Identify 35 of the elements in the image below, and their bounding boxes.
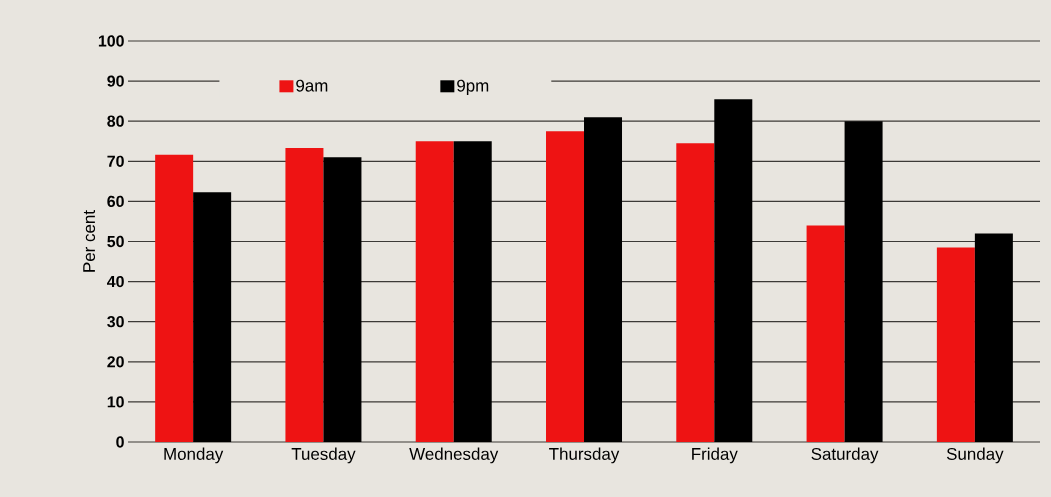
bar: [155, 154, 194, 442]
y-tick-label: 20: [107, 356, 124, 368]
bar: [285, 148, 324, 442]
bar: [323, 157, 362, 442]
bar: [974, 233, 1013, 442]
x-tick-label: Thursday: [549, 447, 620, 464]
bar: [714, 99, 753, 442]
x-tick-label: Monday: [164, 447, 224, 464]
y-tick-label: 40: [107, 275, 124, 288]
bar: [844, 121, 883, 442]
y-tick-label: 90: [107, 75, 124, 87]
legend-label: 9am: [296, 79, 328, 92]
bar: [193, 192, 232, 442]
x-tick-label: Wednesday: [409, 447, 499, 464]
bar: [453, 141, 492, 442]
bar: [584, 117, 623, 442]
y-tick-label: 50: [107, 235, 124, 248]
y-tick-label: 70: [107, 155, 124, 167]
bar: [806, 225, 845, 442]
y-tick-label: 60: [107, 195, 124, 208]
bar: [546, 131, 585, 442]
bar: [936, 247, 975, 442]
y-axis-title: Per cent: [83, 210, 96, 272]
y-tick-label: 80: [107, 115, 124, 127]
y-tick-label: 30: [107, 316, 124, 328]
x-tick-label: Friday: [692, 447, 738, 464]
bar: [415, 141, 454, 442]
bar: [676, 143, 715, 442]
x-tick-label: Sunday: [946, 447, 1004, 464]
y-tick-label: 100: [98, 35, 124, 47]
legend-label: 9pm: [457, 79, 489, 95]
x-tick-label: Tuesday: [291, 447, 356, 464]
y-tick-label: 10: [107, 396, 124, 408]
x-tick-label: Saturday: [811, 447, 879, 464]
y-tick-label: 0: [116, 436, 124, 448]
